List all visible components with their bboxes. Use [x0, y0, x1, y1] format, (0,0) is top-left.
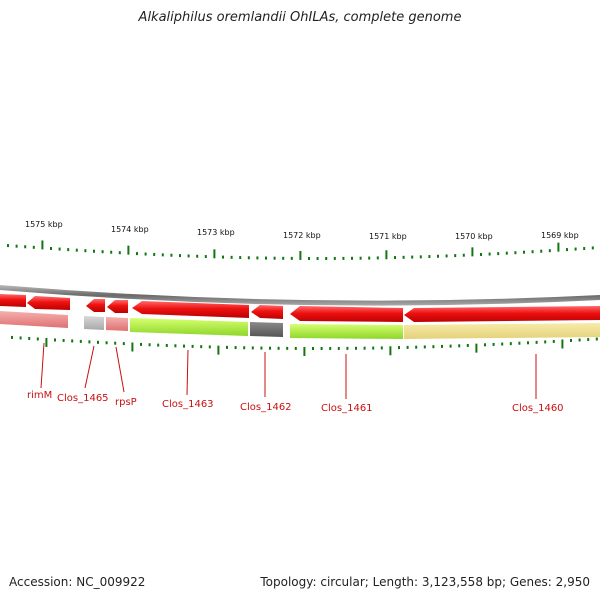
cds-arrow-Clos_1461 — [290, 306, 403, 322]
genome-summary-text: Topology: circular; Length: 3,123,558 bp… — [260, 575, 590, 589]
cds-arrow-Clos_1462 — [251, 305, 283, 319]
block-rpsP — [106, 317, 128, 331]
block-Clos_1462 — [250, 322, 283, 337]
kbp-label: 1570 kbp — [455, 232, 493, 241]
cds-arrow-Clos_1460 — [404, 306, 600, 322]
gene-label-rimM: rimM — [27, 390, 52, 401]
inner-tick-track — [11, 335, 598, 356]
gene-label-Clos_1462: Clos_1462 — [240, 402, 292, 413]
kbp-label: 1569 kbp — [541, 231, 579, 240]
genome-backbone — [0, 285, 600, 306]
cds-arrow-rimM-2 — [27, 296, 70, 310]
block-rimM — [0, 311, 68, 328]
kbp-label: 1573 kbp — [197, 228, 235, 237]
accession-text: Accession: NC_009922 — [9, 575, 146, 589]
gene-label-Clos_1460: Clos_1460 — [512, 403, 564, 414]
map-title: Alkaliphilus oremlandii OhILAs, complete… — [138, 10, 462, 25]
gene-label-Clos_1461: Clos_1461 — [321, 403, 373, 414]
gene-label-Clos_1465: Clos_1465 — [57, 393, 109, 404]
kbp-scale: 1575 kbp 1574 kbp 1573 kbp 1572 kbp 1571… — [25, 220, 579, 241]
leader-rpsP — [115, 346, 125, 393]
block-Clos_1463 — [130, 318, 248, 336]
cds-track-forward — [0, 294, 600, 322]
cds-arrow-rimM — [0, 294, 26, 307]
leader-Clos_1463 — [186, 349, 189, 396]
gene-labels: rimM Clos_1465 rpsP Clos_1463 Clos_1462 … — [27, 390, 564, 414]
block-Clos_1465 — [84, 316, 104, 330]
block-Clos_1461 — [290, 324, 403, 339]
feature-track — [0, 311, 600, 339]
kbp-label: 1572 kbp — [283, 231, 321, 240]
kbp-label: 1575 kbp — [25, 220, 63, 229]
gene-label-Clos_1463: Clos_1463 — [162, 399, 214, 410]
cds-arrow-rpsP — [107, 300, 128, 313]
kbp-label: 1571 kbp — [369, 232, 407, 241]
leader-rimM — [40, 342, 45, 389]
block-Clos_1460 — [404, 323, 600, 339]
outer-tick-track — [7, 240, 594, 260]
gene-label-rpsP: rpsP — [115, 397, 137, 408]
kbp-label: 1574 kbp — [111, 225, 149, 234]
cds-arrow-Clos_1463 — [132, 301, 249, 318]
leader-Clos_1465 — [84, 345, 95, 389]
cds-arrow-Clos_1465 — [86, 299, 105, 312]
label-leaders — [40, 342, 537, 399]
